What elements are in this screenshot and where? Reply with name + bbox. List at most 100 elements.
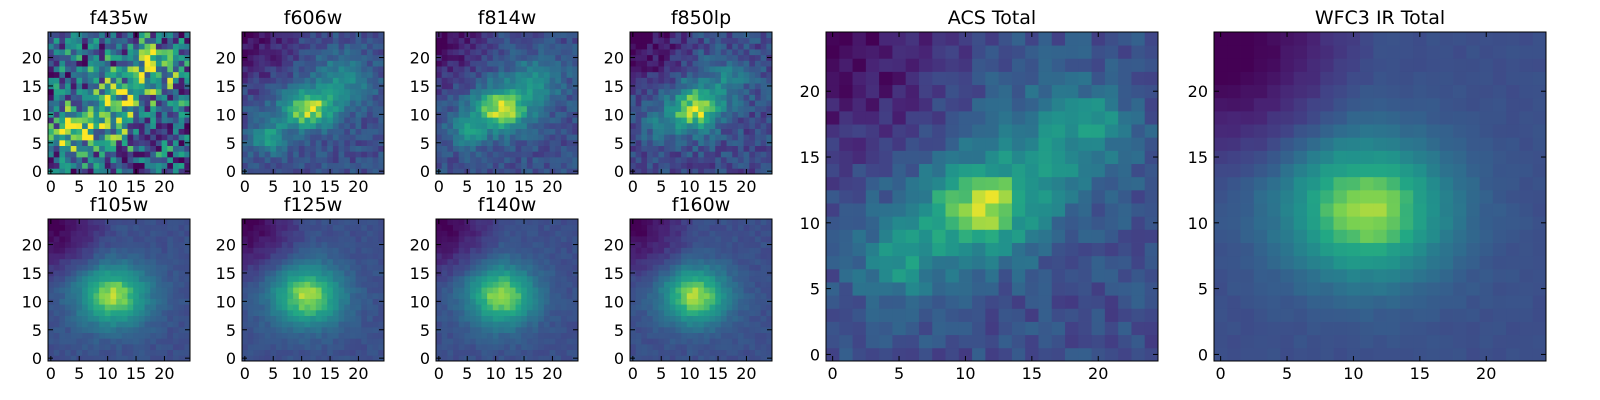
heatmap-cell: [99, 54, 106, 61]
heatmap-cell: [161, 77, 168, 84]
heatmap-cell: [985, 110, 1000, 125]
heatmap-cell: [1065, 308, 1079, 322]
heatmap-cell: [161, 309, 168, 316]
heatmap-cell: [1025, 308, 1039, 322]
heatmap-cell: [1065, 150, 1079, 164]
heatmap-cell: [110, 281, 117, 288]
heatmap-cell: [70, 128, 77, 135]
heatmap-cell: [70, 315, 77, 322]
heatmap-cell: [304, 321, 311, 328]
heatmap-cell: [293, 258, 300, 265]
heatmap-cell: [247, 270, 254, 277]
heatmap-cell: [332, 332, 339, 339]
heatmap-cell: [647, 111, 654, 118]
heatmap-cell: [436, 315, 443, 322]
heatmap-cell: [161, 139, 168, 146]
heatmap-cell: [703, 100, 710, 107]
heatmap-cell: [178, 258, 185, 265]
heatmap-cell: [104, 100, 111, 107]
heatmap-cell: [242, 94, 249, 101]
heatmap-cell: [1091, 203, 1106, 217]
heatmap-cell: [332, 338, 339, 345]
heatmap-cell: [253, 287, 260, 294]
heatmap-cell: [349, 145, 356, 152]
heatmap-cell: [172, 43, 180, 50]
heatmap-cell: [327, 139, 334, 146]
heatmap-cell: [892, 163, 907, 178]
heatmap-cell: [1078, 58, 1092, 72]
heatmap-cell: [918, 282, 933, 296]
heatmap-cell: [116, 168, 123, 175]
heatmap-cell: [1025, 321, 1039, 336]
heatmap-cell: [1104, 216, 1119, 230]
heatmap-cell: [178, 281, 185, 288]
heatmap-cell: [566, 37, 573, 44]
heatmap-cell: [441, 156, 448, 164]
heatmap-cell: [59, 241, 66, 248]
heatmap-cell: [287, 298, 294, 305]
heatmap-cell: [481, 37, 488, 44]
heatmap-cell: [918, 242, 933, 257]
heatmap-cell: [543, 49, 550, 56]
heatmap-cell: [247, 77, 254, 84]
heatmap-cell: [726, 37, 733, 44]
heatmap-cell: [298, 60, 305, 67]
heatmap-cell: [161, 66, 168, 73]
heatmap-cell: [281, 236, 288, 243]
heatmap-cell: [53, 54, 60, 61]
heatmap-cell: [447, 88, 454, 95]
heatmap-cell: [110, 224, 117, 231]
heatmap-cell: [59, 43, 66, 50]
heatmap-cell: [110, 338, 117, 345]
heatmap-cell: [121, 71, 128, 78]
heatmap-cell: [104, 139, 111, 146]
heatmap-cell: [447, 281, 454, 288]
heatmap-cell: [972, 97, 986, 112]
heatmap-cell: [65, 122, 72, 129]
heatmap-cell: [121, 66, 128, 73]
heatmap-cell: [686, 88, 693, 95]
heatmap-cell: [521, 309, 528, 316]
heatmap-cell: [760, 128, 767, 135]
heatmap-cell: [161, 253, 168, 260]
heatmap-cell: [958, 347, 973, 362]
heatmap-cell: [487, 315, 494, 322]
heatmap-cell: [184, 304, 191, 311]
heatmap-cell: [998, 97, 1013, 112]
heatmap-cell: [918, 137, 933, 151]
heatmap-cell: [138, 258, 145, 265]
heatmap-cell: [945, 282, 960, 296]
heatmap-cell: [692, 32, 699, 39]
heatmap-cell: [543, 60, 550, 67]
heatmap-cell: [521, 304, 528, 311]
heatmap-cell: [264, 230, 271, 237]
heatmap-cell: [481, 111, 488, 118]
heatmap-cell: [116, 43, 123, 50]
heatmap-cell: [332, 287, 339, 294]
heatmap-cell: [372, 253, 379, 260]
heatmap-cell: [138, 236, 145, 243]
heatmap-cell: [121, 32, 128, 39]
heatmap-cell: [526, 71, 533, 78]
heatmap-cell: [453, 309, 460, 316]
heatmap-cell: [1118, 45, 1132, 59]
heatmap-cell: [184, 37, 191, 44]
heatmap-cell: [150, 71, 157, 78]
heatmap-cell: [709, 156, 716, 164]
heatmap-cell: [526, 281, 533, 288]
heatmap-cell: [178, 49, 185, 56]
heatmap-cell: [470, 168, 477, 175]
heatmap-cell: [366, 315, 374, 322]
heatmap-cell: [65, 83, 72, 90]
heatmap-cell: [1144, 334, 1159, 349]
heatmap-cell: [918, 268, 933, 283]
heatmap-cell: [298, 332, 305, 339]
heatmap-cell: [253, 66, 260, 73]
heatmap-cell: [138, 230, 145, 237]
heatmap-cell: [509, 321, 516, 328]
heatmap-cell: [242, 71, 249, 78]
heatmap-cell: [361, 139, 368, 146]
heatmap-cell: [686, 66, 693, 73]
heatmap-cell: [304, 304, 311, 311]
heatmap-cell: [53, 151, 60, 158]
